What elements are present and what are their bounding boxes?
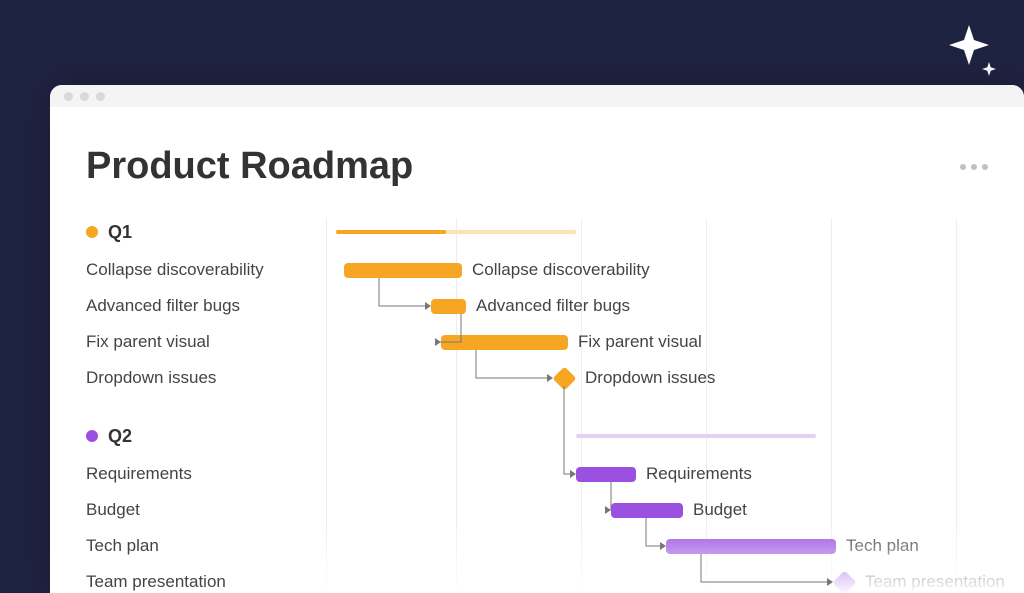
page-title: Product Roadmap [86,145,413,188]
window-max-dot[interactable] [96,92,105,101]
task-label[interactable]: Advanced filter bugs [86,288,988,324]
window-close-dot[interactable] [64,92,73,101]
group-dot-icon [86,430,98,442]
gantt-chart: Q1 Collapse discoverabilityAdvanced filte… [86,218,988,593]
group-header-q2[interactable]: Q2 [86,422,988,450]
task-label[interactable]: Collapse discoverability [86,252,988,288]
window-min-dot[interactable] [80,92,89,101]
sparkle-icon [982,62,996,76]
task-label[interactable]: Fix parent visual [86,324,988,360]
task-label[interactable]: Budget [86,492,988,528]
task-label[interactable]: Requirements [86,456,988,492]
more-menu-button[interactable] [960,164,988,170]
task-label[interactable]: Team presentation [86,564,988,593]
window-titlebar [50,85,1024,107]
task-label[interactable]: Dropdown issues [86,360,988,396]
group-dot-icon [86,226,98,238]
app-window: Product Roadmap Q1 Collapse discoverabili… [50,85,1024,593]
group-header-q1[interactable]: Q1 [86,218,988,246]
task-label[interactable]: Tech plan [86,528,988,564]
group-title: Q2 [108,426,132,447]
sparkle-icon [949,25,989,65]
group-title: Q1 [108,222,132,243]
